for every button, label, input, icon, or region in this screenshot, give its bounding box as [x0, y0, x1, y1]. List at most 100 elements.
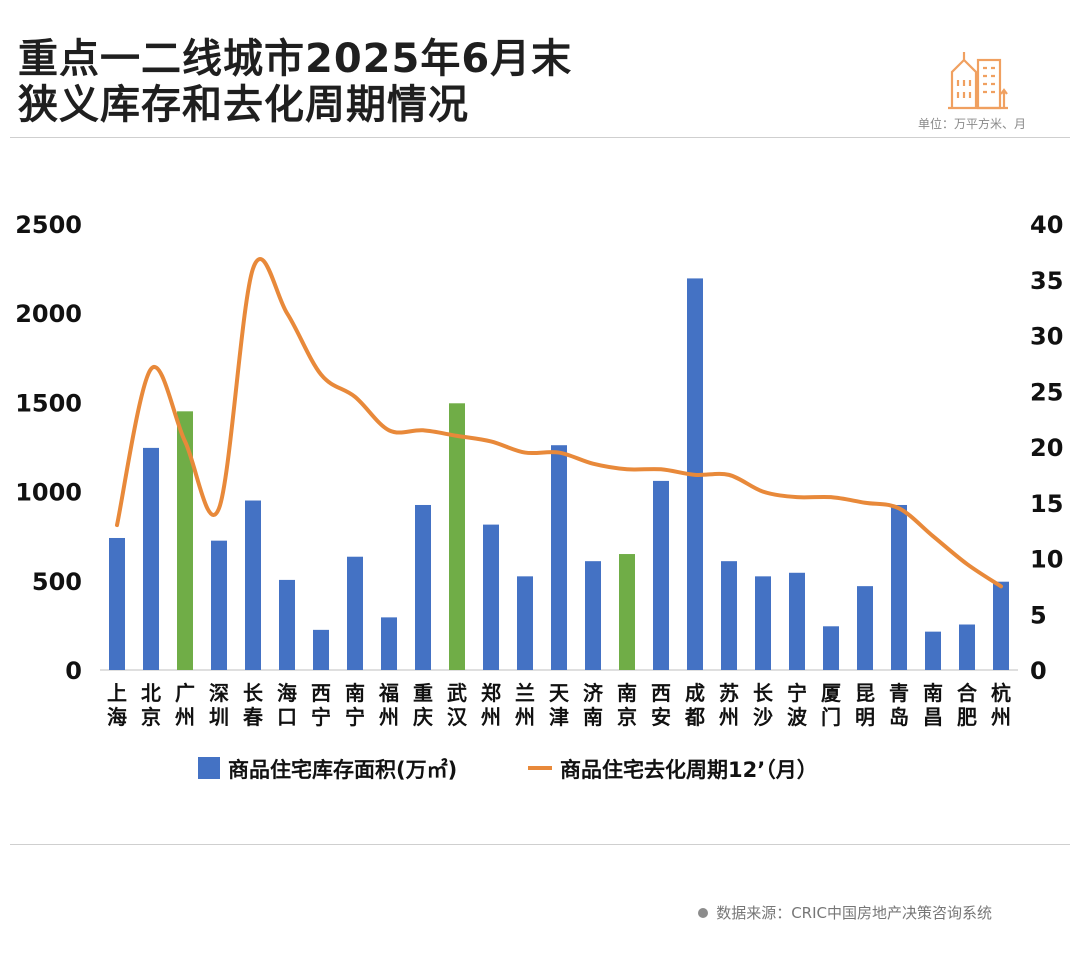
legend-swatch-bar — [198, 757, 220, 779]
x-tick-label: 海 — [277, 681, 297, 705]
bar — [109, 537, 125, 670]
y-right-tick-label: 25 — [1030, 378, 1063, 406]
bar — [483, 524, 499, 670]
bar-highlight — [449, 403, 465, 670]
bullet-icon — [698, 907, 709, 918]
x-tick-label: 成 — [685, 681, 705, 705]
x-tick-label: 州 — [379, 705, 399, 729]
x-tick-label: 西 — [311, 681, 331, 705]
chart-title: 重点一二线城市2025年6月末 狭义库存和去化周期情况 — [18, 36, 572, 128]
building-icon — [948, 52, 1008, 110]
x-tick-label: 沙 — [753, 705, 773, 729]
x-tick-label: 波 — [787, 705, 808, 729]
x-tick-label: 重 — [413, 681, 433, 705]
x-tick-label: 宁 — [345, 705, 365, 729]
bar — [721, 561, 737, 670]
bar — [585, 561, 601, 670]
x-tick-label: 南 — [345, 681, 365, 705]
x-tick-label: 肥 — [957, 705, 977, 729]
data-source: 数据来源：CRIC中国房地产决策咨询系统 — [698, 902, 992, 923]
bar — [993, 581, 1009, 670]
bar — [653, 480, 669, 670]
x-tick-label: 郑 — [481, 681, 501, 705]
y-left-tick-label: 2000 — [15, 300, 82, 328]
turnover-line — [115, 257, 1003, 589]
x-tick-label: 杭 — [991, 681, 1011, 705]
x-tick-label: 广 — [175, 681, 195, 705]
bar — [789, 572, 805, 670]
bar — [551, 445, 567, 670]
bottom-divider — [10, 844, 1070, 845]
x-tick-label: 上 — [107, 681, 127, 705]
x-tick-label: 福 — [378, 681, 399, 705]
bar — [279, 579, 295, 670]
x-tick-label: 南 — [923, 681, 943, 705]
bar — [823, 626, 839, 670]
y-right-tick-label: 40 — [1030, 211, 1063, 239]
x-tick-label: 长 — [753, 681, 774, 705]
x-tick-label: 京 — [141, 705, 161, 729]
x-tick-label: 庆 — [413, 705, 433, 729]
x-tick-label: 州 — [719, 705, 739, 729]
y-right-tick-label: 30 — [1030, 323, 1063, 351]
x-tick-label: 京 — [617, 705, 637, 729]
x-tick-label: 厦 — [821, 681, 842, 705]
bar — [925, 631, 941, 670]
bar — [959, 624, 975, 670]
x-tick-label: 圳 — [209, 705, 229, 729]
y-left-tick-label: 2500 — [15, 211, 82, 239]
x-tick-label: 青 — [889, 681, 909, 705]
x-tick-label: 西 — [651, 681, 671, 705]
unit-note: 单位：万平方米、月 — [917, 117, 1026, 131]
bar — [143, 447, 159, 670]
y-right-tick-label: 0 — [1030, 657, 1047, 685]
bar-highlight — [619, 554, 635, 670]
title-line-2: 狭义库存和去化周期情况 — [18, 82, 469, 128]
top-divider — [10, 137, 1070, 138]
y-left-tick-label: 1000 — [15, 479, 82, 507]
x-tick-label: 海 — [107, 705, 127, 729]
x-tick-label: 合 — [957, 681, 978, 705]
x-tick-label: 天 — [549, 681, 570, 705]
x-tick-label: 州 — [175, 705, 195, 729]
bar — [313, 629, 329, 670]
x-tick-label: 春 — [242, 705, 264, 729]
y-right-tick-label: 5 — [1030, 601, 1047, 629]
x-tick-label: 州 — [515, 705, 535, 729]
y-left-tick-label: 0 — [65, 657, 82, 685]
bar-highlight — [177, 411, 193, 670]
x-tick-label: 深 — [209, 681, 229, 705]
y-left-tick-label: 500 — [32, 568, 82, 596]
y-right-tick-label: 15 — [1030, 490, 1063, 518]
x-tick-label: 汉 — [447, 705, 468, 729]
x-tick-label: 北 — [141, 681, 161, 705]
x-tick-label: 长 — [243, 681, 264, 705]
x-tick-label: 昌 — [923, 705, 943, 729]
y-right-tick-label: 20 — [1030, 434, 1063, 462]
x-tick-label: 安 — [651, 705, 671, 729]
legend-label-line: 商品住宅去化周期12’（月） — [560, 758, 818, 782]
x-tick-label: 宁 — [311, 705, 331, 729]
x-tick-label: 门 — [821, 705, 841, 729]
x-tick-label: 南 — [617, 681, 637, 705]
x-tick-label: 宁 — [787, 681, 807, 705]
x-tick-label: 都 — [684, 705, 705, 729]
x-tick-label: 兰 — [515, 681, 535, 705]
bar — [381, 617, 397, 670]
x-tick-label: 武 — [447, 681, 467, 705]
x-tick-label: 岛 — [889, 705, 909, 729]
bar — [517, 576, 533, 670]
bar — [755, 576, 771, 670]
bar — [245, 500, 261, 670]
y-left-tick-label: 1500 — [15, 389, 82, 417]
x-tick-label: 昆 — [855, 681, 875, 705]
legend-label-bar: 商品住宅库存面积(万㎡) — [228, 758, 457, 782]
x-tick-label: 州 — [481, 705, 501, 729]
y-right-tick-label: 10 — [1030, 546, 1063, 574]
bar — [211, 540, 227, 670]
data-source-text: 数据来源：CRIC中国房地产决策咨询系统 — [716, 904, 992, 922]
x-tick-label: 津 — [549, 705, 569, 729]
bar — [857, 586, 873, 670]
y-right-tick-label: 35 — [1030, 267, 1063, 295]
